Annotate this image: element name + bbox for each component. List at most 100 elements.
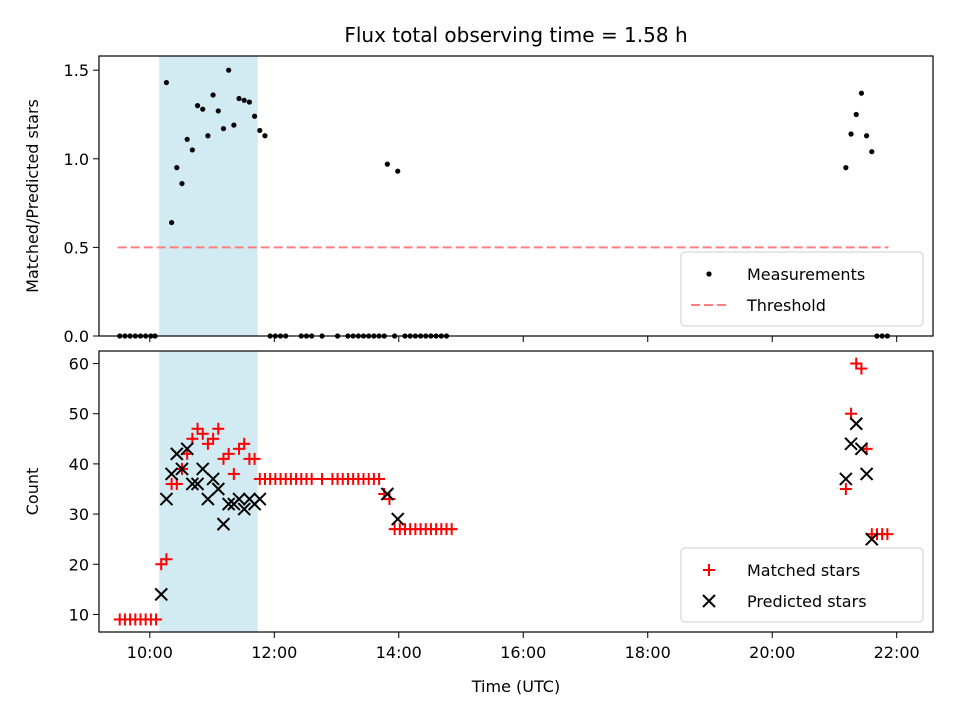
- panel-2-series-2-point-6: [180, 442, 194, 456]
- panel-top: 0.0 0.5 1.0 1.5 Matched/Predicted stars Measu…: [23, 55, 934, 346]
- panel-2-series-2-point-7: [185, 477, 200, 491]
- panel-1-series-1-point-17: [205, 133, 211, 139]
- panel-2-series-1-point-9: [155, 558, 168, 571]
- panel-2-series-2-point-1-d2: [154, 587, 168, 602]
- panel-1-y-tick-label-3: 1.0: [64, 150, 89, 169]
- panel-2-series-2-point-3: [164, 467, 179, 481]
- x-tick-label-7: 22:00: [874, 643, 920, 662]
- panel-2-series-2-point-11-d2: [206, 472, 220, 486]
- panel-2-series-1-point-8: [150, 613, 163, 626]
- panel-2-series-1-point-20: [212, 422, 225, 435]
- panel-2-y-tick-label-1: 10: [69, 605, 89, 624]
- panel-2-legend: Matched stars Predicted stars: [680, 547, 924, 623]
- panel-2-y-axis-label: Count: [23, 468, 42, 516]
- panel-2-series-2-point-16: [232, 492, 246, 506]
- panel-1-series-1-point-61: [858, 90, 865, 96]
- panel-1-series-1-point-12: [179, 180, 185, 187]
- panel-2-series-2-point-16-d2: [232, 492, 246, 506]
- panel-1-series-1-point-14: [189, 147, 195, 153]
- panel-2-y-tick-label-3: 30: [69, 505, 89, 524]
- panel-2-frame: [98, 350, 934, 633]
- panel-1-series-1-point-11: [174, 165, 180, 171]
- panel-2-series-2-point-1: [154, 587, 168, 602]
- panel-2-series-1-point-64: [839, 482, 852, 495]
- panel-2-series-2-point-24: [844, 437, 858, 451]
- panel-1-series-1-point-9: [163, 79, 170, 86]
- panel-1-series-1-point-63: [869, 149, 875, 155]
- panel-2-series-1-point-63: [445, 523, 458, 536]
- panel-2-series-2-point-27: [859, 467, 874, 481]
- x-tick-label-2: 12:00: [251, 643, 297, 662]
- panel-1-y-tick-label-2: 0.5: [64, 238, 89, 257]
- x-tick-label-5: 18:00: [625, 643, 671, 662]
- panel-2-series-2-point-26-d2: [854, 442, 869, 456]
- panel-2-series-2-point-8-d2: [190, 477, 205, 491]
- panel-2-series-2-point-25: [849, 417, 863, 431]
- panel-2-y-tick-label-6: 60: [69, 355, 89, 374]
- panel-1-series-1-point-20: [220, 126, 227, 132]
- panel-1-y-tick-label-4: 1.5: [64, 61, 89, 80]
- panel-2-y-tick-label-4: 40: [69, 455, 89, 474]
- panel-1-legend-label-2: Threshold: [746, 296, 826, 315]
- panel-1-series-1-point-13: [184, 136, 190, 142]
- panel-1-series-1-point-15: [194, 103, 201, 109]
- panel-1-series-1-point-60: [853, 111, 859, 118]
- panel-1-series-1-point-19: [215, 108, 221, 114]
- panel-1-series-1-point-22: [231, 122, 237, 128]
- panel-2-series-2-point-17-d2: [237, 502, 251, 516]
- panel-2-series-2-point-26: [854, 442, 869, 456]
- panel-2-series-2-point-7-d2: [185, 477, 200, 491]
- panel-2-series-2-point-28: [865, 532, 879, 546]
- panel-1-highlight-span: [159, 56, 258, 336]
- panel-1-series-1-point-18: [210, 92, 216, 98]
- x-axis-label: Time (UTC): [471, 677, 560, 696]
- panel-2-series-2-point-23-d2: [839, 472, 853, 486]
- panel-2-series-2-point-3-d2: [164, 467, 179, 481]
- panel-2-series-1-point-25: [238, 437, 251, 450]
- panel-2-legend-swatch-2-d2: [702, 594, 716, 608]
- panel-2-series-1-point-66: [850, 357, 863, 370]
- panel-1-series-1-point-58: [843, 165, 849, 171]
- panel-2-series-1-point-38: [305, 472, 318, 485]
- panel-2-series-1-point-19: [207, 432, 220, 445]
- panel-2-series-2-point-4: [170, 447, 184, 461]
- panel-2-series-2-point-27-d2: [859, 467, 874, 481]
- panel-2-series-2-point-12: [211, 482, 225, 496]
- panel-2-highlight-span: [159, 351, 258, 632]
- chart-title: Flux total observing time = 1.58 h: [344, 23, 687, 47]
- panel-1-series-1-point-47: [384, 161, 390, 167]
- panel-2-series-2-point-22: [391, 512, 405, 526]
- panel-2-series-1-point-16: [191, 422, 204, 435]
- panel-2-legend-swatch-1: [703, 564, 715, 576]
- x-tick-label-6: 20:00: [749, 643, 795, 662]
- panel-2-series-2-point-24-d2: [844, 437, 858, 451]
- panel-1-legend-swatch-1: [706, 271, 712, 277]
- panel-2-series-2-point-10: [201, 492, 215, 506]
- panel-2-series-1-point-21: [217, 452, 230, 465]
- panel-2-series-2-point-2-d2: [159, 492, 174, 506]
- panel-2-series-2-point-28-d2: [865, 532, 879, 546]
- panel-2-series-2-point-11: [206, 472, 220, 486]
- panel-2-series-1-point-24: [233, 442, 246, 455]
- panel-2-legend-label-2: Predicted stars: [747, 592, 867, 611]
- panel-2-series-2-point-5: [175, 462, 189, 476]
- panel-2-series-1-point-49: [373, 472, 386, 485]
- panel-2-series-2-point-22-d2: [391, 512, 405, 526]
- panel-1-legend-label-1: Measurements: [747, 265, 865, 284]
- panel-2-series-2-point-6-d2: [180, 442, 194, 456]
- panel-1-series-1-point-21: [226, 67, 232, 73]
- panel-bottom: 10:00 12:00 14:00 16:00 18:00 20:00 22:00 10 20 3…: [23, 350, 934, 662]
- panel-2-series-1-point-27: [248, 452, 261, 465]
- panel-2-series-2-point-20-d2: [253, 492, 267, 506]
- panel-2-legend-swatch-2: [702, 594, 716, 608]
- panel-2-y-tick-label-2: 20: [69, 555, 89, 574]
- panel-2-legend-box: [680, 547, 924, 623]
- panel-2-legend-label-1: Matched stars: [747, 561, 860, 580]
- panel-1-series-1-point-26: [251, 113, 258, 119]
- panel-1-series-1-point-28: [262, 133, 268, 139]
- panel-2-series-2-point-25-d2: [849, 417, 863, 431]
- panel-2-y-tick-label-5: 50: [69, 405, 89, 424]
- panel-2-series-1-point-17: [196, 427, 209, 440]
- panel-2-series-2-point-14-d2: [221, 497, 236, 511]
